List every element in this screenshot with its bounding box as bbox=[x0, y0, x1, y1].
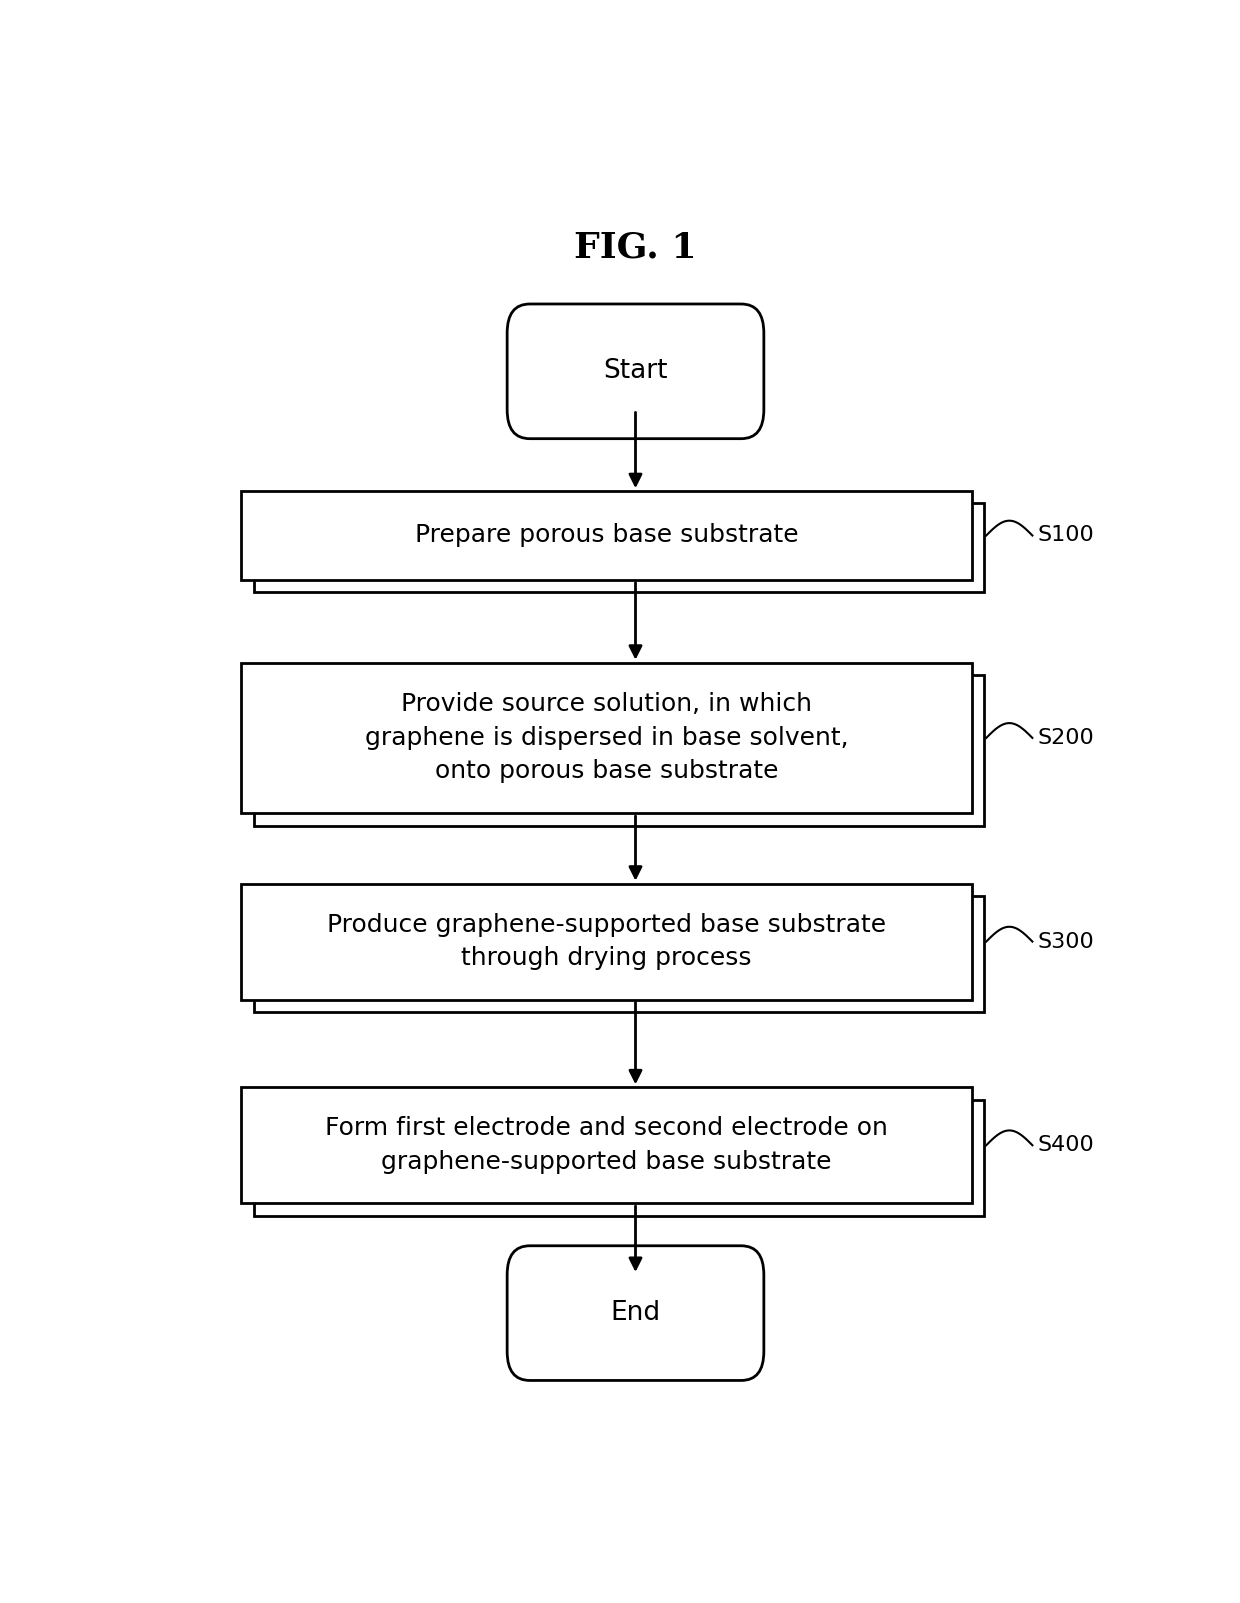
Text: S400: S400 bbox=[1037, 1135, 1094, 1156]
FancyBboxPatch shape bbox=[254, 1100, 985, 1215]
FancyBboxPatch shape bbox=[254, 896, 985, 1011]
FancyBboxPatch shape bbox=[507, 305, 764, 439]
FancyBboxPatch shape bbox=[242, 491, 972, 580]
Text: End: End bbox=[610, 1300, 661, 1326]
FancyBboxPatch shape bbox=[254, 503, 985, 592]
Text: Provide source solution, in which
graphene is dispersed in base solvent,
onto po: Provide source solution, in which graphe… bbox=[365, 692, 848, 784]
Text: Produce graphene-supported base substrate
through drying process: Produce graphene-supported base substrat… bbox=[327, 912, 887, 970]
Text: FIG. 1: FIG. 1 bbox=[574, 231, 697, 264]
Text: S200: S200 bbox=[1037, 728, 1094, 749]
FancyBboxPatch shape bbox=[507, 1246, 764, 1380]
Text: Form first electrode and second electrode on
graphene-supported base substrate: Form first electrode and second electrod… bbox=[325, 1117, 888, 1173]
FancyBboxPatch shape bbox=[254, 675, 985, 826]
FancyBboxPatch shape bbox=[242, 883, 972, 1000]
FancyBboxPatch shape bbox=[242, 1087, 972, 1204]
Text: S100: S100 bbox=[1037, 526, 1094, 545]
Text: S300: S300 bbox=[1037, 931, 1094, 952]
Text: Start: Start bbox=[603, 359, 668, 385]
Text: Prepare porous base substrate: Prepare porous base substrate bbox=[415, 524, 799, 548]
FancyBboxPatch shape bbox=[242, 662, 972, 813]
